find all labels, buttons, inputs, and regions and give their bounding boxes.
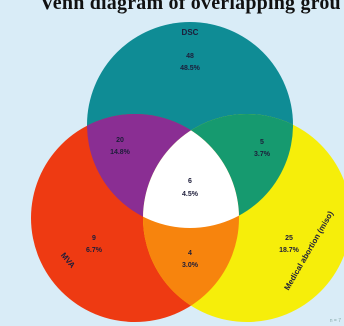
region-count: 6 <box>188 178 192 185</box>
region-count: 20 <box>116 137 124 144</box>
figure-title: Venn diagram of overlapping group counts <box>40 0 340 14</box>
set-dsc-label: DSC <box>182 28 199 37</box>
footnote: n = 7 <box>329 318 341 324</box>
region-percent: 6.7% <box>86 247 103 254</box>
region-percent: 4.5% <box>182 191 199 198</box>
region-dsc-mva: 20 14.8% <box>110 137 131 156</box>
region-count: 48 <box>186 53 194 60</box>
region-mva-medical: 4 3.0% <box>182 250 199 269</box>
region-mva-only: 9 6.7% <box>86 235 103 254</box>
region-count: 9 <box>92 235 96 242</box>
region-medical-only: 25 18.7% <box>279 235 300 254</box>
region-percent: 3.7% <box>254 151 271 158</box>
region-dsc-medical: 5 3.7% <box>254 139 271 158</box>
region-count: 5 <box>260 139 264 146</box>
region-percent: 14.8% <box>110 149 131 156</box>
region-dsc-only: 48 48.5% <box>180 53 201 72</box>
region-count: 4 <box>188 250 192 257</box>
region-percent: 48.5% <box>180 65 201 72</box>
region-percent: 3.0% <box>182 262 199 269</box>
overlap-all <box>143 114 239 228</box>
region-percent: 18.7% <box>279 247 300 254</box>
region-all: 6 4.5% <box>182 178 199 198</box>
region-count: 25 <box>285 235 293 242</box>
